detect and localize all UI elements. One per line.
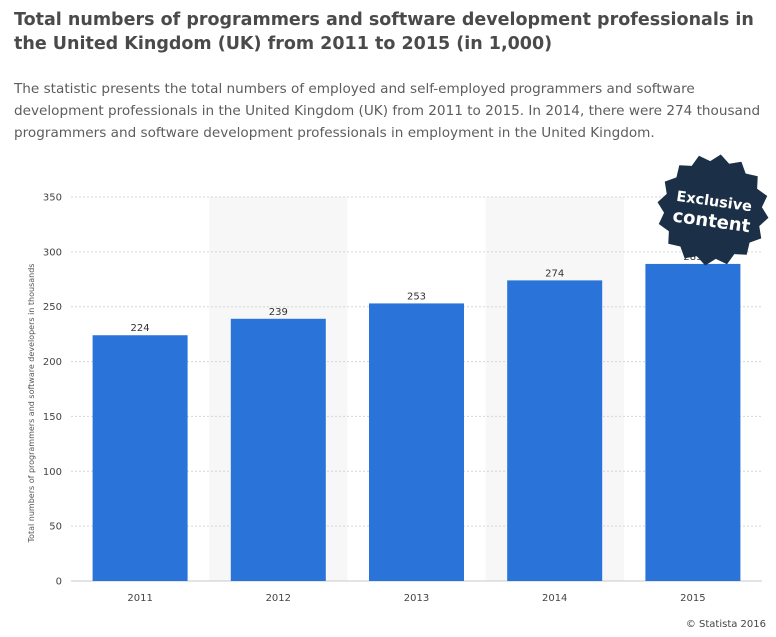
statista-credit[interactable]: © Statista 2016 — [685, 619, 766, 630]
data-label-2011: 224 — [131, 323, 150, 334]
bar-2012[interactable] — [230, 318, 326, 581]
y-tick-label: 200 — [43, 357, 62, 368]
bar-2013[interactable] — [369, 303, 464, 581]
bar-2015[interactable] — [645, 263, 741, 581]
bar-2011[interactable] — [92, 335, 188, 581]
y-tick-label: 150 — [43, 412, 62, 423]
data-labels: 224 239 253 274 289 — [131, 252, 703, 334]
x-tick-label-2014: 2014 — [542, 593, 567, 604]
badge-star-shape — [657, 154, 769, 266]
chart-title: Total numbers of programmers and softwar… — [14, 10, 754, 54]
y-axis-ticks: 0 50 100 150 200 250 300 350 — [43, 193, 62, 588]
data-label-2015: 289 — [683, 252, 702, 263]
y-tick-label: 0 — [56, 577, 62, 588]
exclusive-content-badge[interactable]: Exclusive content — [650, 147, 776, 273]
x-axis-ticks: 2011 2012 2013 2014 2015 — [127, 593, 705, 604]
y-tick-label: 300 — [43, 247, 62, 258]
y-tick-label: 100 — [43, 467, 62, 478]
y-tick-label: 250 — [43, 302, 62, 313]
x-tick-label-2015: 2015 — [680, 593, 705, 604]
data-label-2012: 239 — [269, 307, 288, 318]
chart-description: The statistic presents the total numbers… — [14, 81, 761, 141]
data-label-2013: 253 — [407, 291, 426, 302]
data-label-2014: 274 — [545, 268, 564, 279]
bar-2014[interactable] — [507, 280, 603, 581]
x-tick-label-2011: 2011 — [127, 593, 152, 604]
y-axis-label: Total numbers of programmers and softwar… — [27, 264, 36, 544]
x-tick-label-2012: 2012 — [266, 593, 291, 604]
y-tick-label: 50 — [49, 522, 62, 533]
y-tick-label: 350 — [43, 193, 62, 204]
x-tick-label-2013: 2013 — [404, 593, 429, 604]
bars — [92, 263, 741, 581]
